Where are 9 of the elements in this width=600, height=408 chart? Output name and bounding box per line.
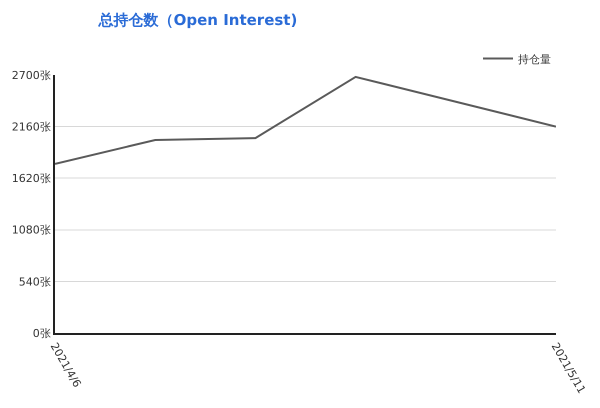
y-tick-label: 0张: [32, 326, 51, 340]
chart-title: 总持仓数（Open Interest): [98, 10, 298, 29]
y-tick-label: 1620张: [12, 172, 51, 186]
y-tick-label: 1080张: [12, 224, 51, 237]
y-tick-label: 2700张: [12, 68, 51, 82]
line-series: [55, 76, 556, 165]
y-tick-label: 540张: [18, 275, 51, 288]
legend-label: 持仓量: [518, 52, 551, 66]
y-tick-label: 2160张: [12, 120, 51, 134]
